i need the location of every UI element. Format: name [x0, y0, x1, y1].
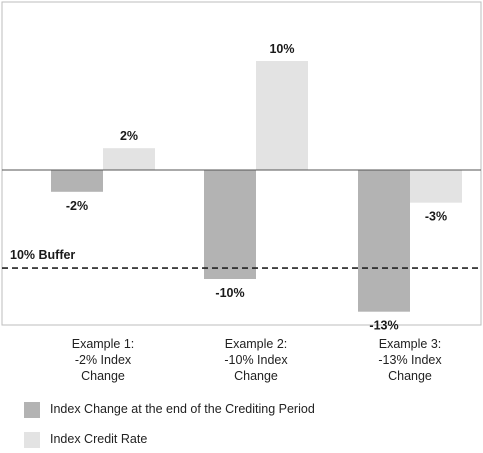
- legend-label-index-credit-rate: Index Credit Rate: [50, 432, 148, 446]
- bar-series2-cat3: [410, 170, 462, 203]
- bar-series1-cat3: [358, 170, 410, 312]
- data-label-series1-cat3: -13%: [369, 319, 398, 330]
- data-label-series2-cat2: 10%: [269, 42, 294, 56]
- plot-frame: [1, 1, 482, 326]
- legend-swatch-index-change: [24, 402, 40, 418]
- category-label-1: Example 1: -2% Index Change: [71, 337, 135, 383]
- category-label-2: Example 2: -10% Index Change: [224, 337, 288, 383]
- data-label-series1-cat1: -2%: [66, 199, 88, 213]
- data-label-series2-cat3: -3%: [425, 210, 447, 224]
- legend-swatch-index-credit-rate: [24, 432, 40, 448]
- buffer-label: 10% Buffer: [10, 248, 75, 262]
- data-label-series1-cat2: -10%: [215, 286, 244, 300]
- chart: -2% -10% -13% 2% 10% -3% 10% Buffer: [1, 1, 482, 330]
- bar-series2-cat1: [103, 148, 155, 170]
- bar-series1-cat1: [51, 170, 103, 192]
- legend-label-index-change: Index Change at the end of the Crediting…: [50, 402, 315, 416]
- bar-series1-cat2: [204, 170, 256, 279]
- category-label-3: Example 3: -13% Index Change: [378, 337, 442, 383]
- data-label-series2-cat1: 2%: [120, 129, 138, 143]
- bar-series2-cat2: [256, 61, 308, 170]
